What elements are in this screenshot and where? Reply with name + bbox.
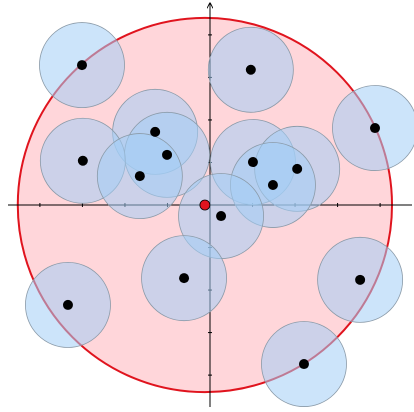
point [267,180,278,191]
point [134,171,145,182]
point [298,359,309,370]
point [247,157,258,168]
point [245,64,256,75]
point [355,274,366,285]
point [216,211,227,222]
point [292,163,303,174]
point [162,149,173,160]
point [62,299,73,310]
center-point [199,199,211,211]
point [76,60,87,71]
point [150,126,161,137]
point [370,123,381,134]
point [179,273,190,284]
point [77,155,88,166]
